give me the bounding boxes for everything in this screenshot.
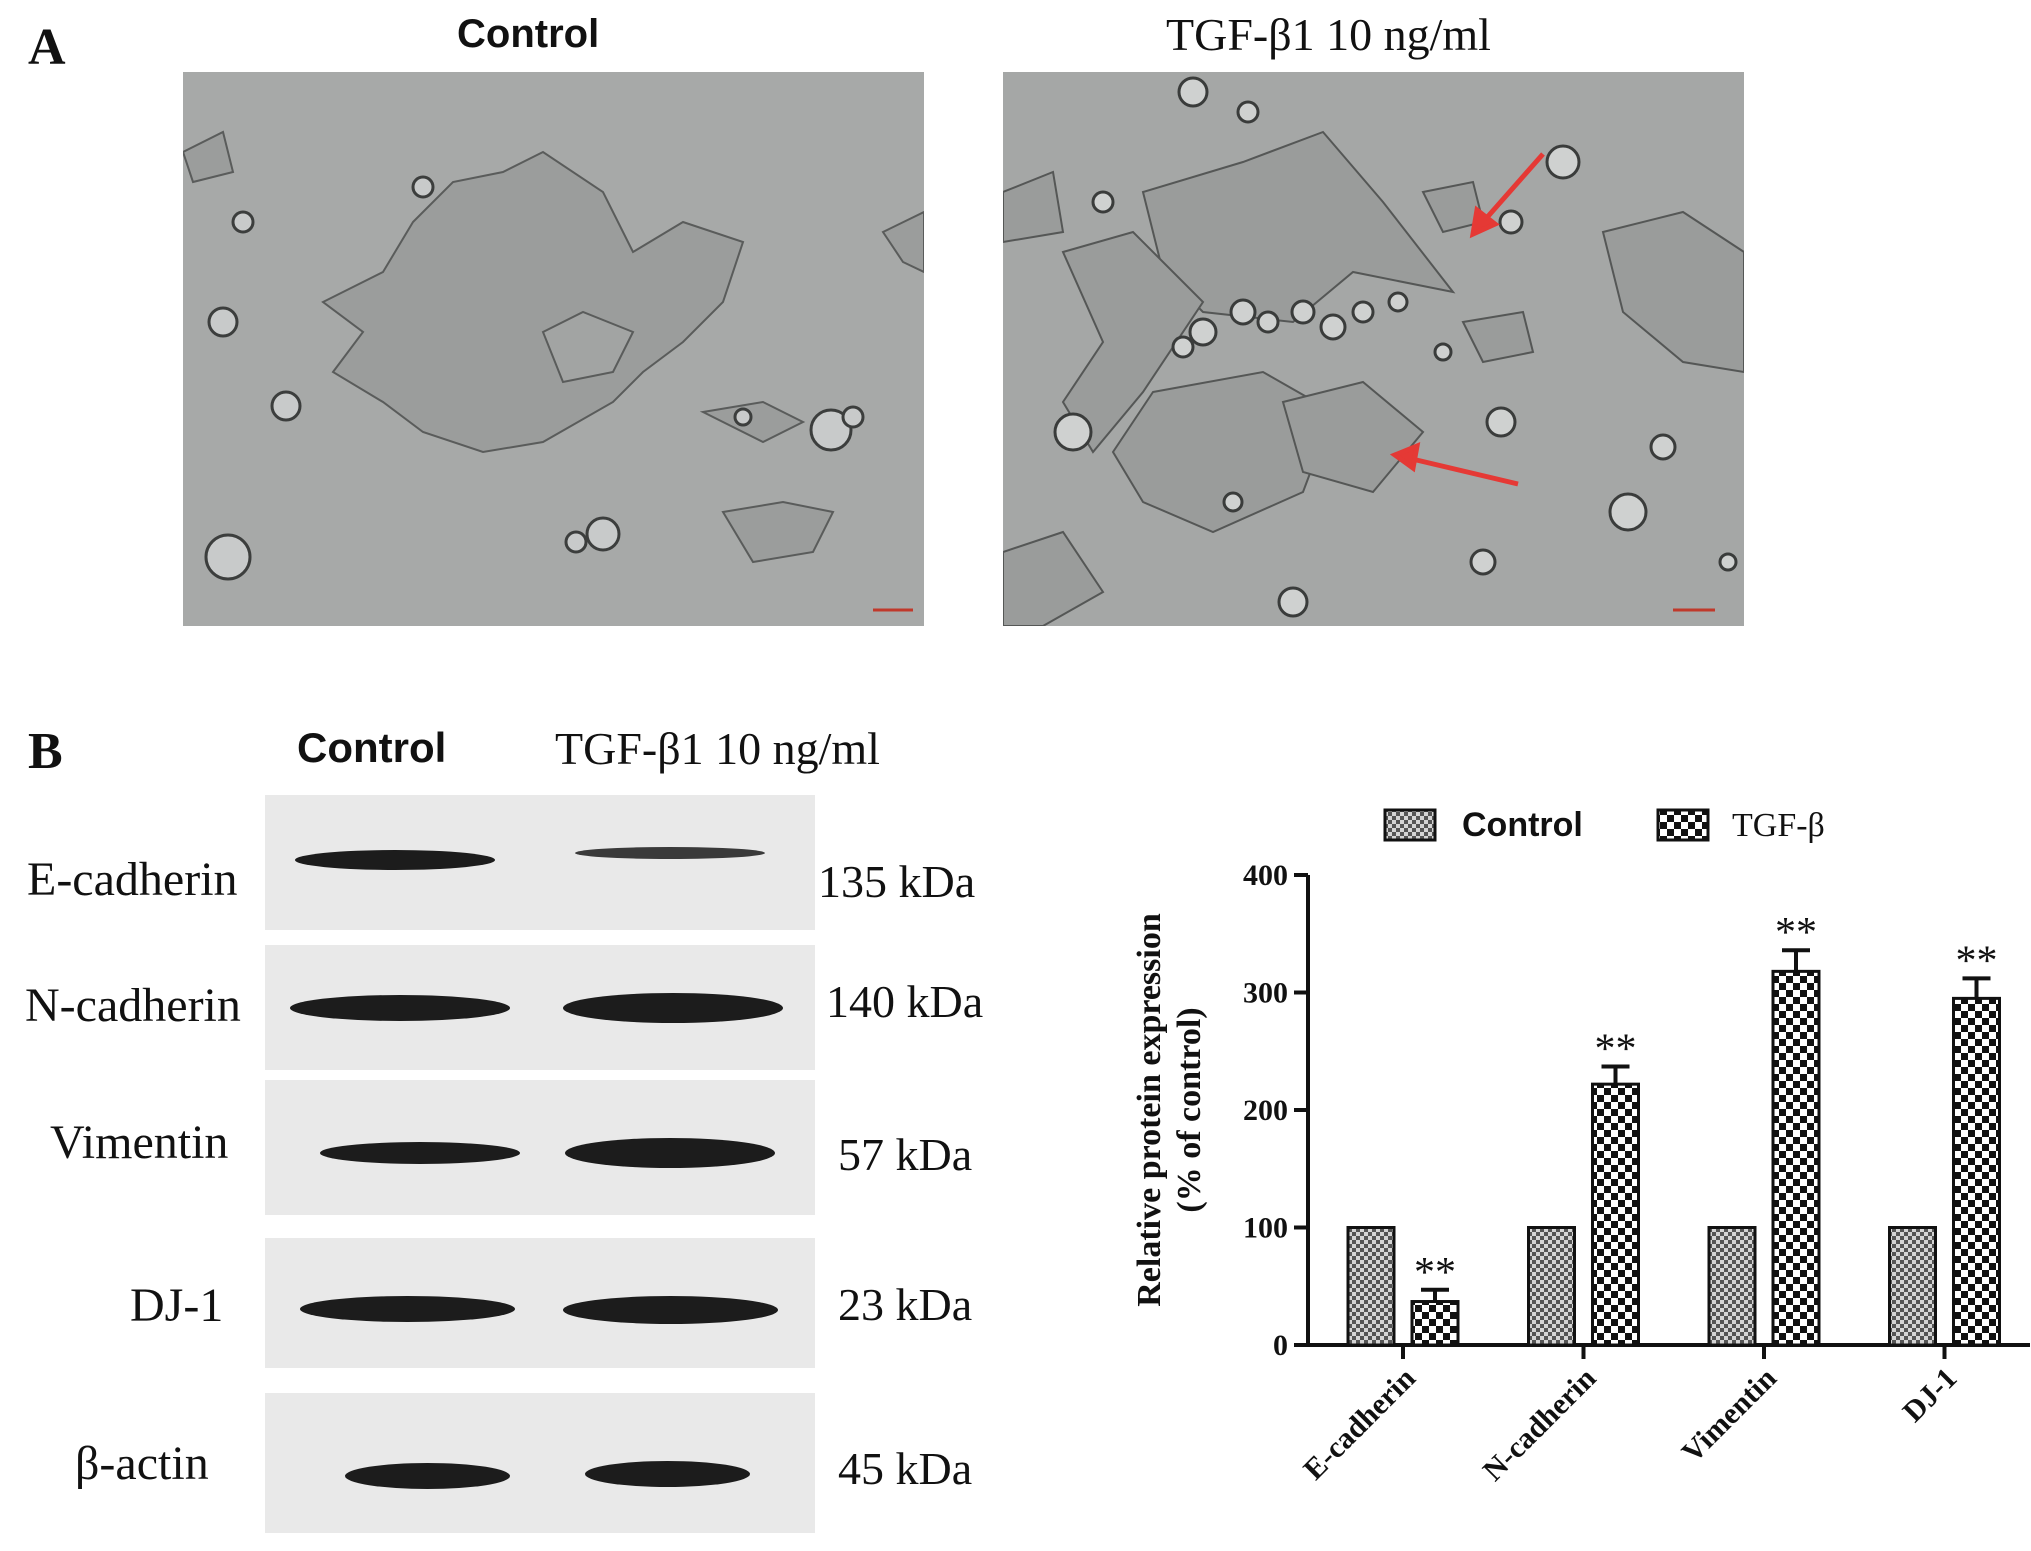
blot-size-label: 45 kDa [838,1443,973,1494]
tgf-round-cells [1053,76,1738,618]
x-tick-label: E-cadherin [1297,1361,1422,1486]
bar-tgf [1952,996,2001,1347]
chart-axes: 0 100 200 300 400 [1243,859,2030,1362]
significance-marker: ** [1956,938,1998,984]
chart-bars: ** ** ** ** [1346,910,2001,1359]
y-tick-label: 0 [1273,1329,1288,1362]
blot-size-label: 57 kDa [838,1129,973,1180]
y-tick-label: 100 [1243,1212,1288,1245]
legend-label-tgf: TGF-β [1732,807,1825,844]
bar-control [1888,1226,1937,1347]
bar-tgf [1591,1082,1640,1347]
legend-label-control: Control [1462,806,1583,844]
blot-band [563,993,783,1023]
blot-strip-vimentin [265,1080,815,1215]
blot-header-treated: TGF-β1 10 ng/ml [555,723,880,774]
panel-a-letter: A [28,19,66,76]
blot-strip-dj1 [265,1238,815,1368]
blot-band [565,1138,775,1168]
blot-band [300,1296,515,1322]
blot-strip-beta-actin [265,1393,815,1533]
bar-chart: Control TGF-β Relative protein expression… [1131,806,2030,1487]
bar-control [1346,1226,1396,1347]
tgf-red-arrows [1389,152,1545,487]
blot-band [575,847,765,859]
y-axis-title-line1: Relative protein expression [1131,913,1168,1307]
blot-band [345,1463,510,1489]
control-micrograph [183,72,924,626]
x-tick-labels: E-cadherin N-cadherin Vimentin DJ-1 [1297,1361,1963,1487]
blot-protein-label: Vimentin [50,1116,229,1169]
tgf-micrograph [1003,72,1744,626]
blot-band [295,850,495,870]
panel-a-treated-title: TGF-β1 10 ng/ml [1166,9,1491,60]
y-tick-label: 200 [1243,1094,1288,1127]
blot-band [320,1142,520,1164]
bar-control [1527,1226,1576,1347]
blot-size-label: 23 kDa [838,1279,973,1330]
blot-protein-label: DJ-1 [130,1279,224,1332]
control-round-cells [204,175,865,581]
y-tick-label: 400 [1243,859,1288,892]
blot-band [585,1461,750,1487]
significance-marker: ** [1775,910,1817,956]
blot-size-label: 140 kDa [826,976,984,1027]
x-tick-label: DJ-1 [1897,1362,1964,1429]
blot-protein-label: E-cadherin [27,853,238,906]
bar-tgf [1771,969,1821,1347]
blot-band [290,995,510,1021]
tgf-spindle-cells [1003,130,1744,626]
blot-header-control: Control [297,724,447,771]
legend-swatch-control [1383,808,1437,842]
bar-tgf [1410,1300,1460,1347]
blot-band [563,1296,778,1324]
y-axis-title-line2: (% of control) [1171,1007,1208,1212]
legend-swatch-tgf [1656,808,1710,842]
blot-protein-label: β-actin [75,1437,209,1490]
x-tick-label: N-cadherin [1477,1361,1603,1487]
panel-b-letter: B [28,723,63,780]
significance-marker: ** [1414,1250,1456,1296]
blot-protein-label: N-cadherin [25,979,241,1032]
chart-legend: Control TGF-β [1383,806,1825,844]
y-tick-label: 300 [1243,977,1288,1010]
y-axis-title: Relative protein expression (% of control… [1131,913,1208,1307]
panel-a-control-title: Control [457,12,600,56]
significance-marker: ** [1595,1027,1637,1073]
x-tick-label: Vimentin [1676,1361,1784,1469]
control-cell-cluster [183,130,924,564]
blot-strip-n-cadherin [265,945,815,1070]
blot-size-label: 135 kDa [818,856,976,907]
bar-control [1707,1226,1757,1347]
blot-strip-e-cadherin [265,795,815,930]
